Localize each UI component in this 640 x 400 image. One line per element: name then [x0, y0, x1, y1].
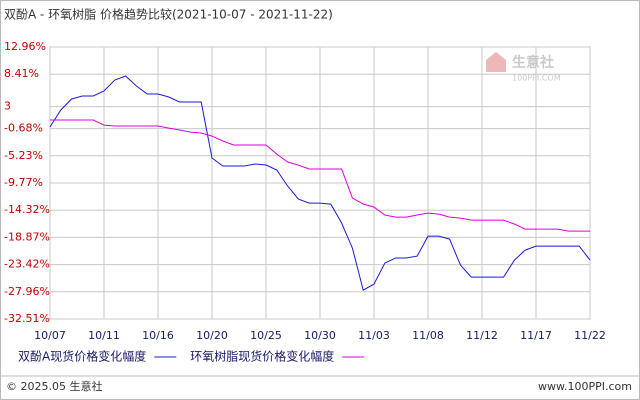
y-tick-label: -18.87%: [4, 230, 50, 243]
y-tick-label: -32.51%: [4, 312, 50, 325]
footer-copyright: © 2025.05 生意社: [6, 379, 102, 393]
y-tick-label: -0.68%: [4, 122, 43, 135]
series-line: [50, 119, 590, 232]
y-tick-label: 8.41%: [4, 67, 39, 80]
y-tick-label: 3: [4, 100, 11, 113]
x-tick-label: 10/25: [250, 329, 282, 342]
x-tick-label: 11/08: [412, 329, 444, 342]
x-tick-label: 10/16: [142, 329, 174, 342]
x-tick-label: 11/17: [520, 329, 552, 342]
legend-label: 环氧树脂现货价格变化幅度: [190, 349, 334, 364]
x-tick-label: 10/20: [196, 329, 228, 342]
y-tick-label: -23.42%: [4, 258, 50, 271]
x-tick-label: 10/11: [88, 329, 120, 342]
watermark-name: 生意社: [512, 54, 554, 71]
y-tick-label: -5.23%: [4, 149, 43, 162]
x-tick-label: 10/07: [34, 329, 66, 342]
x-tick-label: 11/03: [358, 329, 390, 342]
legend-label: 双酚A现货价格变化幅度: [18, 349, 146, 364]
series-line: [49, 75, 591, 291]
chart-title: 双酚A - 环氧树脂 价格趋势比较(2021-10-07 - 2021-11-2…: [4, 7, 333, 22]
x-tick-label: 11/12: [466, 329, 498, 342]
y-tick-label: -9.77%: [4, 176, 43, 189]
footer-site: www.100PPI.com: [538, 380, 632, 393]
y-tick-label: -27.96%: [4, 285, 50, 298]
y-tick-label: 12.96%: [4, 40, 46, 53]
x-tick-label: 11/22: [574, 329, 606, 342]
watermark-logo: [486, 52, 506, 72]
y-tick-label: -14.32%: [4, 203, 50, 216]
x-tick-label: 10/30: [304, 329, 336, 342]
